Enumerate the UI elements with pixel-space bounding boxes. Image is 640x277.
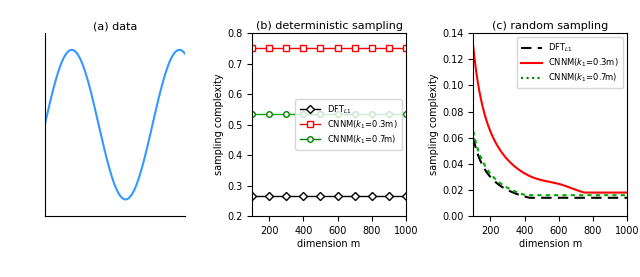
Legend: DFT$_{L1}$, CNNM($k_1$=0.3m), CNNM($k_1$=0.7m): DFT$_{L1}$, CNNM($k_1$=0.3m), CNNM($k_1$… xyxy=(296,99,402,150)
X-axis label: dimension m: dimension m xyxy=(518,238,582,248)
Legend: DFT$_{L1}$, CNNM($k_1$=0.3m), CNNM($k_1$=0.7m): DFT$_{L1}$, CNNM($k_1$=0.3m), CNNM($k_1$… xyxy=(516,37,623,88)
X-axis label: dimension m: dimension m xyxy=(298,238,360,248)
Title: (a) data: (a) data xyxy=(93,21,137,31)
Title: (b) deterministic sampling: (b) deterministic sampling xyxy=(255,21,403,31)
Title: (c) random sampling: (c) random sampling xyxy=(492,21,609,31)
Y-axis label: sampling complexity: sampling complexity xyxy=(429,74,439,175)
Y-axis label: sampling complexity: sampling complexity xyxy=(214,74,224,175)
